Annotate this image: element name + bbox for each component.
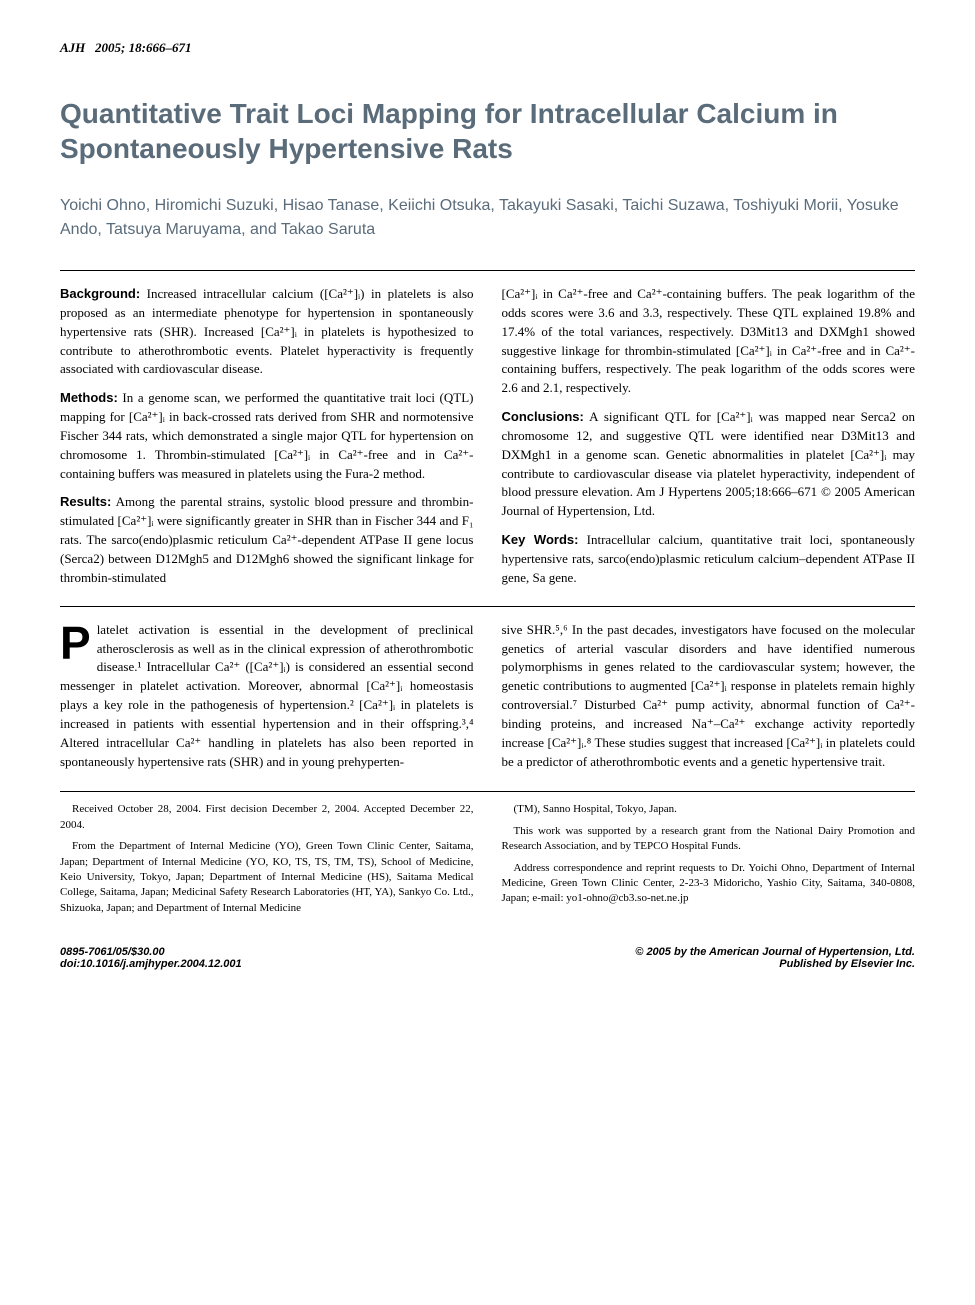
footnotes-col-right: (TM), Sanno Hospital, Tokyo, Japan. This…	[502, 802, 916, 922]
footer-right: © 2005 by the American Journal of Hypert…	[635, 946, 915, 970]
doi: doi:10.1016/j.amjhyper.2004.12.001	[60, 958, 242, 970]
article-title: Quantitative Trait Loci Mapping for Intr…	[60, 96, 915, 166]
abstract-results-p1: Results: Among the parental strains, sys…	[60, 493, 474, 587]
divider-top	[60, 270, 915, 271]
conclusions-text: A significant QTL for [Ca²⁺]ᵢ was mapped…	[502, 409, 916, 518]
footnote-affiliations-2: (TM), Sanno Hospital, Tokyo, Japan.	[502, 802, 916, 817]
footnote-affiliations-1: From the Department of Internal Medicine…	[60, 839, 474, 916]
body-col1-text: latelet activation is essential in the d…	[60, 622, 474, 769]
footnote-correspondence: Address correspondence and reprint reque…	[502, 861, 916, 907]
journal-year-pages: 2005; 18:666–671	[95, 40, 191, 55]
footnotes-columns: Received October 28, 2004. First decisio…	[60, 791, 915, 922]
body-paragraph-2: sive SHR.⁵,⁶ In the past decades, invest…	[502, 621, 916, 772]
abstract-columns: Background: Increased intracellular calc…	[60, 285, 915, 598]
results-label: Results:	[60, 494, 111, 509]
dropcap: P	[60, 621, 97, 663]
divider-mid	[60, 606, 915, 607]
abstract-methods: Methods: In a genome scan, we performed …	[60, 389, 474, 483]
abstract-conclusions: Conclusions: A significant QTL for [Ca²⁺…	[502, 408, 916, 521]
abstract-results-p2: [Ca²⁺]ᵢ in Ca²⁺-free and Ca²⁺-containing…	[502, 285, 916, 398]
journal-abbrev: AJH	[60, 40, 85, 55]
body-col-left: Platelet activation is essential in the …	[60, 621, 474, 772]
abstract-keywords: Key Words: Intracellular calcium, quanti…	[502, 531, 916, 588]
author-list: Yoichi Ohno, Hiromichi Suzuki, Hisao Tan…	[60, 194, 915, 242]
footnote-funding: This work was supported by a research gr…	[502, 824, 916, 855]
keywords-label: Key Words:	[502, 532, 579, 547]
journal-header: AJH 2005; 18:666–671	[60, 40, 915, 56]
methods-label: Methods:	[60, 390, 118, 405]
issn-price: 0895-7061/05/$30.00	[60, 946, 242, 958]
abstract-background: Background: Increased intracellular calc…	[60, 285, 474, 379]
footer-bar: 0895-7061/05/$30.00 doi:10.1016/j.amjhyp…	[60, 938, 915, 970]
publisher: Published by Elsevier Inc.	[635, 958, 915, 970]
body-col-right: sive SHR.⁵,⁶ In the past decades, invest…	[502, 621, 916, 772]
footnote-received: Received October 28, 2004. First decisio…	[60, 802, 474, 833]
methods-text: In a genome scan, we performed the quant…	[60, 390, 474, 480]
body-columns: Platelet activation is essential in the …	[60, 621, 915, 772]
abstract-col-right: [Ca²⁺]ᵢ in Ca²⁺-free and Ca²⁺-containing…	[502, 285, 916, 598]
conclusions-label: Conclusions:	[502, 409, 584, 424]
footnotes-col-left: Received October 28, 2004. First decisio…	[60, 802, 474, 922]
body-paragraph-1: Platelet activation is essential in the …	[60, 621, 474, 772]
results-text-1: Among the parental strains, systolic blo…	[60, 494, 474, 584]
footer-left: 0895-7061/05/$30.00 doi:10.1016/j.amjhyp…	[60, 946, 242, 970]
copyright: © 2005 by the American Journal of Hypert…	[635, 946, 915, 958]
abstract-col-left: Background: Increased intracellular calc…	[60, 285, 474, 598]
background-label: Background:	[60, 286, 140, 301]
